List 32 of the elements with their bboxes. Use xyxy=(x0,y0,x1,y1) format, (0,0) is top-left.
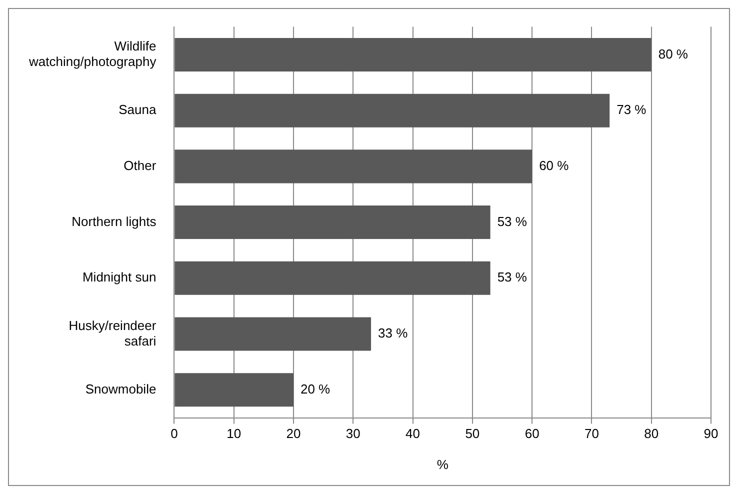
bar xyxy=(174,38,652,72)
data-label: 80 % xyxy=(658,46,688,62)
x-tick-label: 50 xyxy=(465,426,480,442)
bar xyxy=(174,373,294,407)
x-tick-label: 10 xyxy=(226,426,242,442)
x-tick-label: 70 xyxy=(584,426,599,442)
bar xyxy=(174,261,490,295)
y-tick-label: Other xyxy=(124,158,157,174)
bar xyxy=(174,206,490,240)
x-tick-label: 80 xyxy=(644,426,659,442)
data-label: 73 % xyxy=(616,102,647,118)
y-tick-label: Northern lights xyxy=(72,214,157,229)
x-tick-label: 20 xyxy=(286,426,301,442)
data-label: 20 % xyxy=(300,381,331,396)
data-label: 60 % xyxy=(539,158,570,174)
x-axis-title: % xyxy=(436,456,449,472)
data-label: 53 % xyxy=(497,214,528,229)
bar xyxy=(174,150,532,184)
y-tick-label: Sauna xyxy=(118,102,157,118)
x-tick-label: 30 xyxy=(346,426,360,442)
bar xyxy=(174,94,610,128)
y-tick-label: Midnight sun xyxy=(82,270,156,285)
y-tick-label: Snowmobile xyxy=(85,381,156,396)
x-tick-label: 40 xyxy=(406,426,420,442)
x-tick-label: 90 xyxy=(704,426,718,442)
x-tick-label: 60 xyxy=(524,426,540,442)
y-tick-label: Husky/reindeer safari xyxy=(68,318,157,348)
data-label: 53 % xyxy=(497,270,528,285)
data-label: 33 % xyxy=(378,326,408,341)
x-tick-label: 0 xyxy=(170,426,178,442)
y-tick-label: Wildlife watching/photography xyxy=(28,38,157,70)
bar xyxy=(174,317,372,351)
